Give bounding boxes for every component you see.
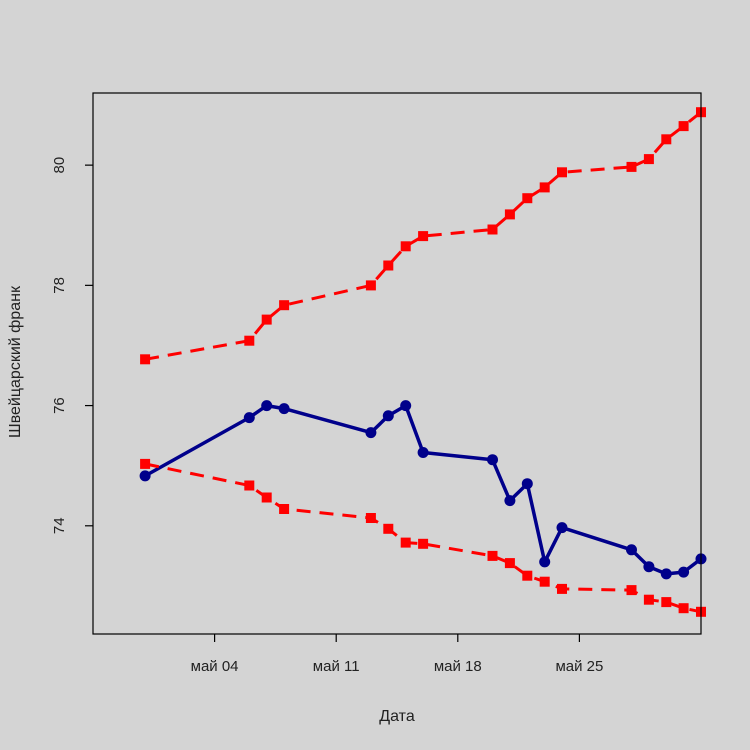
- series-1-point: [140, 354, 151, 365]
- series-1-point: [661, 134, 672, 145]
- series-2-point: [365, 513, 376, 523]
- series-layer: [139, 107, 707, 617]
- series-0-point: [678, 566, 690, 578]
- series-2-point: [400, 537, 411, 548]
- series-0-point: [382, 410, 394, 422]
- series-1-point: [244, 335, 255, 346]
- series-2-point: [626, 585, 637, 596]
- series-0-point: [278, 403, 290, 415]
- series-1-point: [522, 193, 533, 204]
- series-1-point: [400, 241, 411, 252]
- series-1-point: [678, 121, 689, 132]
- x-axis-title: Дата: [379, 708, 415, 725]
- series-2-point: [244, 480, 255, 491]
- x-tick-label: май 18: [434, 658, 482, 675]
- x-axis: май 04 май 11 май 18 май 25: [191, 634, 603, 675]
- y-tick-label: 80: [51, 157, 68, 174]
- series-0-point: [504, 495, 516, 507]
- series-0-point: [365, 427, 377, 439]
- series-2-point: [418, 538, 429, 549]
- series-1-point: [487, 224, 498, 235]
- y-tick-label: 78: [51, 277, 68, 294]
- y-axis: 74 76 78 80: [51, 157, 93, 534]
- series-0-point: [139, 470, 151, 482]
- y-axis-title: Швейцарский франк: [7, 285, 24, 438]
- series-0-point: [521, 478, 533, 490]
- series-2-point: [504, 558, 515, 569]
- y-tick-label: 76: [51, 397, 68, 414]
- series-2-point: [279, 504, 290, 514]
- series-1-point: [365, 280, 376, 291]
- series-1-point: [261, 314, 272, 325]
- x-tick-label: май 11: [313, 658, 360, 675]
- series-0-point: [660, 568, 672, 580]
- series-1-point: [643, 154, 654, 165]
- series-1-point: [504, 209, 515, 220]
- x-tick-label: май 04: [191, 658, 239, 675]
- series-1-point: [557, 167, 567, 178]
- series-2-point: [522, 570, 533, 581]
- series-0-point: [643, 561, 655, 573]
- series-2-point: [261, 492, 272, 503]
- y-tick-label: 74: [51, 517, 68, 534]
- series-0-point: [261, 400, 273, 412]
- series-0-point: [417, 447, 429, 458]
- series-0-point: [539, 556, 551, 568]
- series-2-point: [661, 597, 672, 608]
- series-2-point: [643, 594, 654, 605]
- series-1-point: [279, 300, 290, 311]
- series-1-point: [539, 182, 550, 193]
- series-2-point: [140, 458, 151, 469]
- x-tick-label: май 25: [555, 658, 603, 675]
- series-2-point: [383, 523, 394, 534]
- series-0-point: [626, 544, 637, 556]
- series-1-point: [418, 231, 429, 242]
- series-2-point: [539, 576, 550, 587]
- series-0-point: [243, 412, 255, 424]
- series-0-point: [400, 400, 412, 412]
- series-2-point: [557, 583, 567, 594]
- series-0-point: [487, 454, 498, 466]
- series-0-point: [556, 522, 568, 534]
- series-1-point: [383, 260, 394, 271]
- series-1-point: [626, 161, 637, 172]
- series-2-point: [487, 550, 498, 561]
- series-2-point: [678, 603, 689, 614]
- plot-frame: [92, 92, 702, 635]
- series-1-line: [144, 111, 702, 361]
